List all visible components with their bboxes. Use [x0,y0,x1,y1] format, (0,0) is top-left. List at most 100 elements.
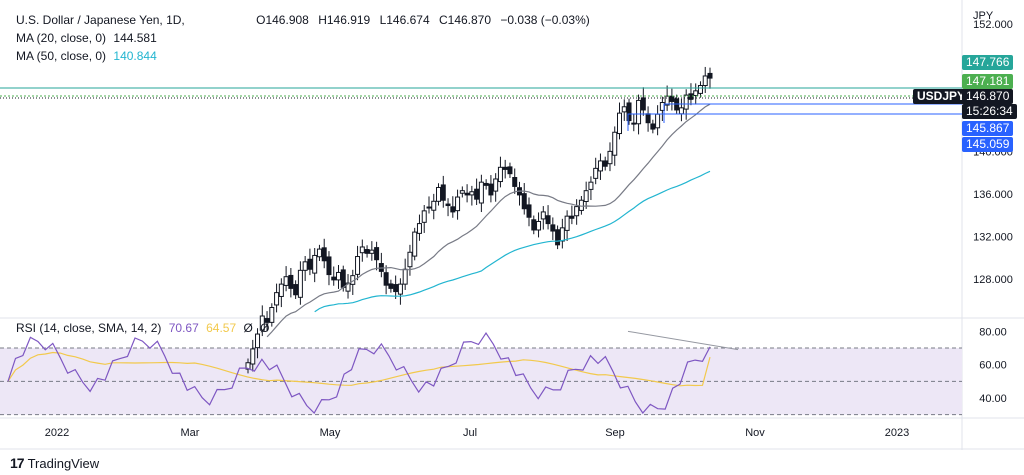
candle-body [474,188,480,200]
candle-body [359,246,365,254]
candle-body [531,219,537,231]
ma20-legend[interactable]: MA (20, close, 0) 144.581 [16,31,157,45]
low-value: L146.674 [379,13,430,27]
candle-body [621,106,627,113]
candle-body [283,276,289,286]
rsi-sma-line [7,351,711,387]
rsi-tick-label: 80.00 [979,326,1007,338]
candle-body [488,183,494,196]
candle-body [412,231,418,257]
candle-body [678,107,684,115]
candle-body [335,271,341,281]
close-value: C146.870 [438,13,492,27]
candle-body [259,315,265,331]
candle-body [436,186,442,202]
candle-body [640,97,646,111]
rsi-sma-value: 64.57 [206,321,237,335]
countdown-badge: 15:26:34 [962,104,1017,119]
currency-label: JPY [973,10,994,22]
time-tick-label: May [320,427,341,439]
candle-body [626,102,632,122]
candle-body [559,227,565,242]
ma20-value: 144.581 [113,31,157,45]
time-tick-label: Jul [463,427,477,439]
candle-body [617,112,623,135]
rsi-extra2: Ø [260,321,270,335]
rsi-legend[interactable]: RSI (14, close, SMA, 14, 2) 70.67 64.57 … [16,321,270,335]
candle-body [688,93,694,100]
candle-body [264,318,270,323]
candle-body [407,251,413,268]
rsi-trendline [627,330,739,351]
candle-body [255,333,261,349]
candle-body [636,99,642,125]
candle-body [697,85,703,94]
candle-body [455,196,461,212]
price-badge-147766: 147.766 [962,55,1014,70]
candle-body [421,210,427,223]
candle-body [683,94,689,110]
candle-body [502,166,508,170]
candle-body [293,284,299,296]
price-tick-label: 132.000 [973,231,1013,243]
rsi-line [7,332,711,414]
time-tick-label: 2022 [45,427,69,439]
price-badge-145867: 145.867 [962,121,1014,136]
candle-body [388,283,394,289]
candle-body [583,190,589,203]
candle-body [340,269,346,288]
candle-body [355,256,361,275]
ma20-label: MA (20, close, 0) [16,31,107,45]
candle-body [545,215,551,225]
candle-body [607,150,613,165]
candle-body [597,160,603,172]
time-tick-label: 2023 [885,427,909,439]
candle-body [321,247,327,262]
candle-body [540,211,546,220]
symbol-badge: USDJPY [913,89,970,104]
candle-body [578,199,584,211]
time-tick-label: Mar [181,427,200,439]
candle-body [269,307,275,323]
candle-body [364,249,370,254]
candle-body [669,95,675,102]
candle-body [612,131,618,156]
ohlc-legend: U.S. Dollar / Japanese Yen, 1D, O146.908… [16,13,596,27]
rsi-extra1: Ø [243,321,253,335]
candle-body [312,254,318,274]
candle-body [464,192,470,196]
candle-body [250,348,256,365]
candle-body [493,178,499,192]
open-value: O146.908 [256,13,309,27]
candle-body [569,215,575,219]
candle-body [307,258,313,270]
candle-body [693,90,699,97]
price-tick-label: 128.000 [973,274,1013,286]
candle-body [450,206,456,213]
rsi-value: 70.67 [168,321,199,335]
candle-body [374,247,380,261]
candle-body [440,184,446,201]
ma50-label: MA (50, close, 0) [16,49,107,63]
candle-body [383,272,389,286]
change-value: −0.038 (−0.03%) [500,13,590,27]
candle-body [655,113,661,129]
time-tick-label: Sep [605,427,625,439]
candle-body [316,248,322,258]
candle-body [302,261,308,271]
candle-body [555,229,561,246]
candle-body [331,276,337,281]
candle-body [664,95,670,106]
candle-body [650,123,656,130]
candle-body [507,166,513,175]
candle-body [445,203,451,207]
rsi-tick-label: 40.00 [979,393,1007,405]
ma50-legend[interactable]: MA (50, close, 0) 140.844 [16,49,157,63]
last-price-badge: 146.870 [962,89,1014,104]
candle-body [602,160,608,167]
high-value: H146.919 [318,13,371,27]
candle-body [459,190,465,194]
tradingview-footer[interactable]: 17 TradingView [10,455,99,471]
price-badge-147181: 147.181 [962,74,1014,89]
